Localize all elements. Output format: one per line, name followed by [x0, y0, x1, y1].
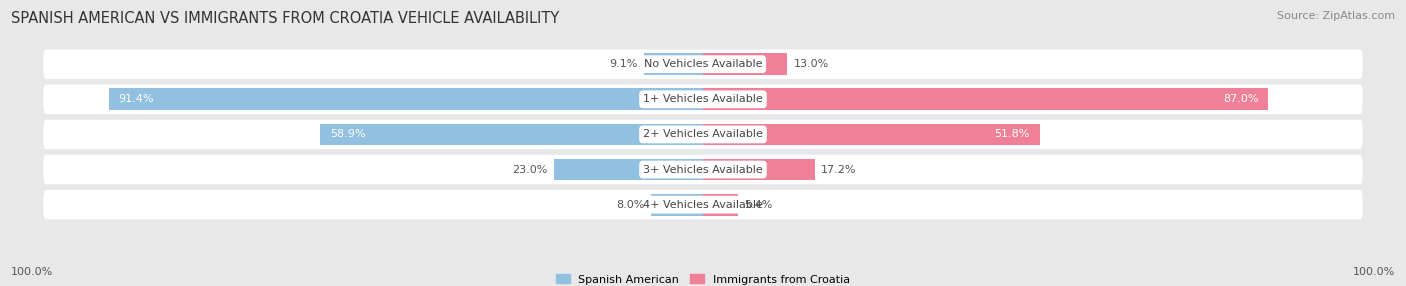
Text: 100.0%: 100.0% — [11, 267, 53, 277]
Bar — [703, 194, 738, 216]
Bar — [703, 53, 787, 75]
Text: 9.1%: 9.1% — [609, 59, 637, 69]
FancyBboxPatch shape — [44, 120, 1362, 149]
Text: 17.2%: 17.2% — [821, 164, 856, 174]
FancyBboxPatch shape — [44, 49, 1362, 79]
FancyBboxPatch shape — [44, 155, 1362, 184]
FancyBboxPatch shape — [44, 85, 1362, 114]
Text: 51.8%: 51.8% — [994, 130, 1031, 139]
Text: No Vehicles Available: No Vehicles Available — [644, 59, 762, 69]
Text: Source: ZipAtlas.com: Source: ZipAtlas.com — [1277, 11, 1395, 21]
Text: 2+ Vehicles Available: 2+ Vehicles Available — [643, 130, 763, 139]
Bar — [108, 88, 703, 110]
Text: 4+ Vehicles Available: 4+ Vehicles Available — [643, 200, 763, 210]
Bar — [703, 159, 815, 180]
Text: 100.0%: 100.0% — [1353, 267, 1395, 277]
Text: 5.4%: 5.4% — [745, 200, 773, 210]
Text: 3+ Vehicles Available: 3+ Vehicles Available — [643, 164, 763, 174]
Bar — [703, 88, 1268, 110]
Bar — [644, 53, 703, 75]
Text: 23.0%: 23.0% — [512, 164, 547, 174]
Bar — [321, 124, 703, 145]
Text: 91.4%: 91.4% — [118, 94, 155, 104]
Text: 87.0%: 87.0% — [1223, 94, 1258, 104]
Text: 1+ Vehicles Available: 1+ Vehicles Available — [643, 94, 763, 104]
Text: 13.0%: 13.0% — [794, 59, 830, 69]
FancyBboxPatch shape — [44, 190, 1362, 219]
Text: SPANISH AMERICAN VS IMMIGRANTS FROM CROATIA VEHICLE AVAILABILITY: SPANISH AMERICAN VS IMMIGRANTS FROM CROA… — [11, 11, 560, 26]
Legend: Spanish American, Immigrants from Croatia: Spanish American, Immigrants from Croati… — [551, 270, 855, 286]
Bar — [651, 194, 703, 216]
Text: 8.0%: 8.0% — [616, 200, 644, 210]
Text: 58.9%: 58.9% — [330, 130, 366, 139]
Bar — [554, 159, 703, 180]
Bar — [703, 124, 1039, 145]
